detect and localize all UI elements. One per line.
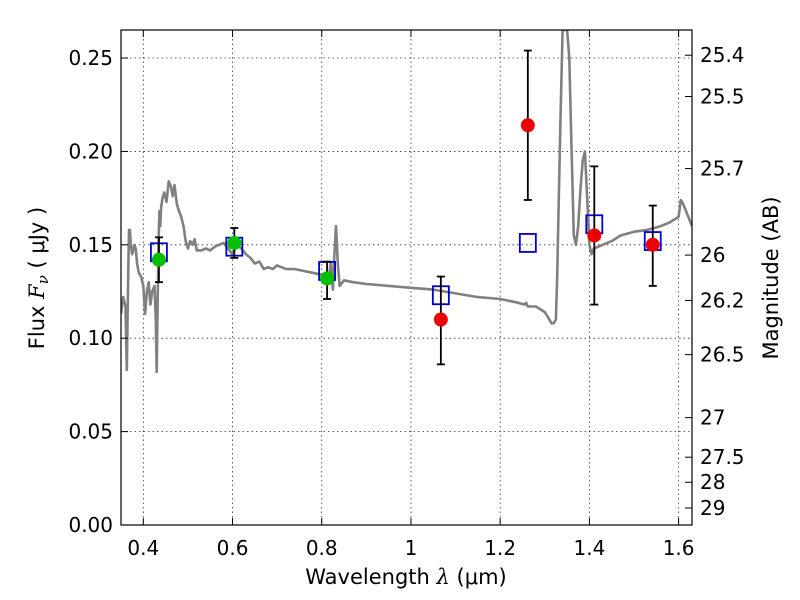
flux-point [645, 237, 660, 252]
flux-point [587, 228, 602, 243]
x-axis-label: Wavelength λ (μm) [305, 565, 506, 589]
flux-point [433, 312, 448, 327]
y-tick-label: 0.05 [68, 420, 113, 444]
x-tick-label: 1 [405, 536, 418, 560]
y2-tick-label: 26.2 [700, 288, 745, 312]
y-tick-label: 0.10 [68, 326, 113, 350]
x-tick-label: 0.4 [127, 536, 159, 560]
y-tick-label: 0.00 [68, 513, 113, 537]
y2-tick-label: 26 [700, 243, 725, 267]
photometry-square [518, 233, 537, 253]
y-axis-label: Flux Fν ( μJy ) [25, 207, 52, 349]
y2-tick-label: 25.5 [700, 84, 745, 108]
x-tick-label: 1.2 [484, 536, 516, 560]
x-tick-label: 0.6 [217, 536, 249, 560]
y2-tick-label: 25.7 [700, 157, 745, 181]
plot-area [121, 30, 692, 525]
x-tick-label: 1.4 [573, 536, 605, 560]
model-spectrum-line [121, 30, 692, 374]
y-tick-label: 0.20 [68, 139, 113, 163]
flux-point [320, 271, 335, 286]
data-markers [150, 49, 662, 366]
x-tick-label: 1.6 [663, 536, 695, 560]
x-tick-label: 0.8 [306, 536, 338, 560]
y2-tick-label: 25.4 [700, 43, 745, 67]
y2-tick-label: 27.5 [700, 445, 745, 469]
flux-point [151, 252, 166, 267]
flux-point [227, 235, 242, 250]
flux-point [520, 118, 535, 133]
y2-axis-label: Magnitude (AB) [759, 196, 783, 359]
y-tick-label: 0.15 [68, 233, 113, 257]
y2-tick-label: 26.5 [700, 343, 745, 367]
y2-tick-label: 29 [700, 496, 725, 520]
y-tick-label: 0.25 [68, 46, 113, 70]
axis-ticks: 0.4 0.6 0.8 1 1.2 1.4 1.6 0.00 0.05 0.10 0.15 0.20 0… [68, 30, 745, 560]
plot-frame [120, 29, 693, 526]
model-spectrum [121, 30, 692, 374]
y2-tick-label: 28 [700, 470, 725, 494]
y2-tick-label: 27 [700, 406, 725, 430]
